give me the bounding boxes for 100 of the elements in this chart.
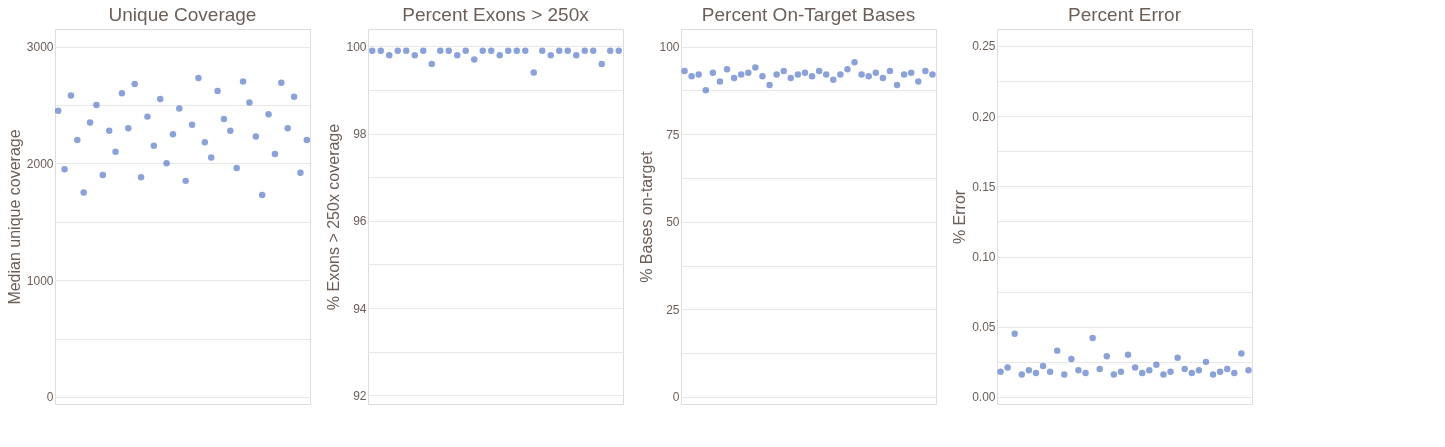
y-tick-label: 0 xyxy=(672,390,680,405)
point xyxy=(67,92,75,99)
point xyxy=(144,113,151,120)
point xyxy=(822,71,830,78)
point xyxy=(886,67,894,75)
point xyxy=(893,81,901,89)
point xyxy=(1075,367,1082,374)
point xyxy=(278,79,285,86)
y-tick-label: 25 xyxy=(666,302,680,317)
point xyxy=(1138,369,1146,377)
point xyxy=(112,148,119,155)
point xyxy=(1153,361,1160,368)
point xyxy=(137,174,145,181)
point xyxy=(1004,364,1011,371)
point xyxy=(1202,358,1210,366)
y-tick-label: 2000 xyxy=(26,156,54,171)
chart-title: Percent On-Target Bases xyxy=(701,4,916,25)
point xyxy=(1231,369,1238,377)
point xyxy=(239,78,247,85)
chart-title: Percent Error xyxy=(1068,4,1182,25)
point xyxy=(156,95,164,103)
point xyxy=(284,125,291,132)
point xyxy=(865,73,872,80)
point xyxy=(1046,368,1054,375)
point xyxy=(844,66,851,73)
point xyxy=(688,73,695,80)
point xyxy=(169,130,177,138)
point xyxy=(1195,367,1203,374)
y-tick-label: 100 xyxy=(659,40,680,55)
point xyxy=(759,73,766,80)
y-tick-label: 0.20 xyxy=(972,109,996,124)
point xyxy=(1089,334,1096,342)
y-tick-label: 100 xyxy=(346,39,367,54)
point xyxy=(163,160,170,167)
point xyxy=(716,78,724,85)
point xyxy=(233,164,240,172)
point xyxy=(105,127,113,134)
point xyxy=(1174,354,1181,361)
point xyxy=(214,87,221,95)
point xyxy=(118,90,126,97)
point xyxy=(1188,369,1196,377)
point xyxy=(1011,330,1018,338)
point xyxy=(1167,368,1174,375)
point xyxy=(681,67,688,75)
point xyxy=(922,67,929,75)
point xyxy=(794,71,802,78)
point xyxy=(271,150,279,158)
point xyxy=(787,74,795,82)
point xyxy=(780,67,787,75)
point xyxy=(929,71,936,78)
point xyxy=(915,78,922,85)
y-tick-label: 1000 xyxy=(26,273,54,288)
point xyxy=(1053,347,1061,354)
y-tick-label: 3000 xyxy=(26,40,54,55)
point xyxy=(99,171,107,179)
point xyxy=(86,119,94,126)
point xyxy=(1018,371,1026,378)
y-tick-label: 98 xyxy=(353,127,367,142)
point xyxy=(1061,371,1068,378)
point xyxy=(730,74,738,82)
point xyxy=(815,67,823,75)
y-tick-label: 50 xyxy=(666,215,680,230)
point xyxy=(303,136,311,144)
point xyxy=(1181,365,1188,373)
point xyxy=(1068,355,1075,363)
chart-title: Unique Coverage xyxy=(108,4,257,25)
y-tick-label: 92 xyxy=(353,388,367,403)
point xyxy=(858,71,865,78)
point xyxy=(1160,371,1167,378)
point xyxy=(1025,367,1033,374)
y-tick-label: 96 xyxy=(353,214,367,229)
point xyxy=(195,74,202,82)
point xyxy=(907,69,915,77)
point xyxy=(773,71,780,78)
point xyxy=(766,81,773,89)
point xyxy=(1146,367,1153,374)
point xyxy=(1117,368,1125,375)
y-axis-title: % Bases on-target xyxy=(638,150,656,283)
point xyxy=(1238,350,1245,357)
y-tick-label: 75 xyxy=(666,127,680,142)
point xyxy=(227,127,234,134)
point xyxy=(54,107,62,115)
point xyxy=(702,87,710,94)
point xyxy=(801,69,809,77)
point xyxy=(182,177,189,185)
point xyxy=(1124,351,1132,359)
point xyxy=(131,80,138,88)
point xyxy=(1039,362,1047,370)
point xyxy=(201,139,209,146)
point xyxy=(74,136,81,144)
point xyxy=(258,191,266,199)
point xyxy=(188,121,196,129)
y-tick-label: 0 xyxy=(46,390,54,405)
point xyxy=(61,165,68,173)
point xyxy=(723,66,731,73)
point xyxy=(176,105,183,112)
y-axis-title: % Error xyxy=(951,189,969,245)
point xyxy=(125,125,132,132)
point xyxy=(872,69,880,77)
point xyxy=(737,71,745,78)
